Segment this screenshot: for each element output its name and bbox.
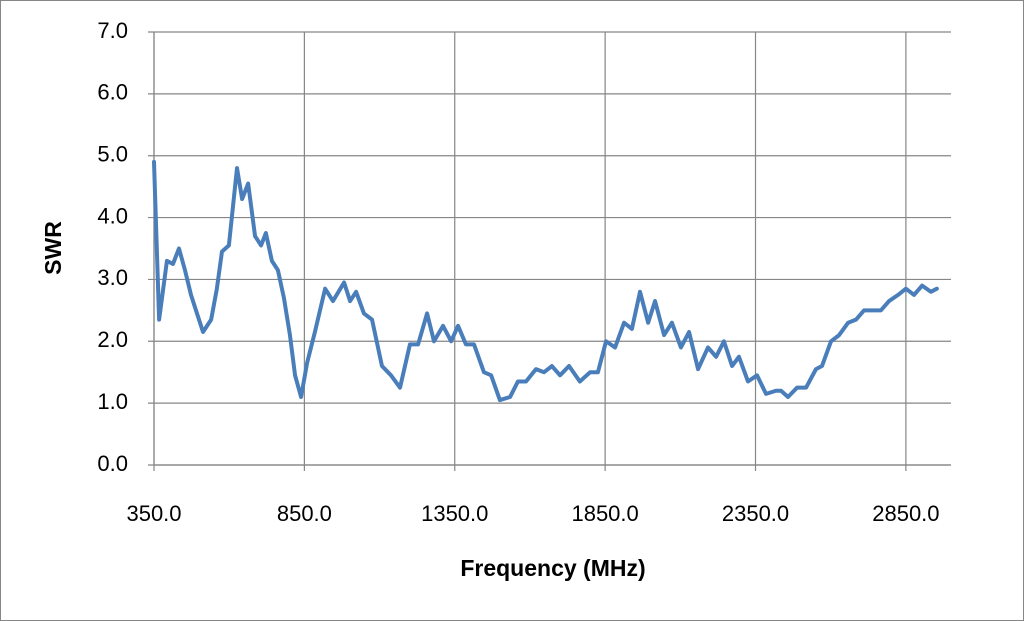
x-tick-label: 1350.0 [421, 501, 488, 526]
y-tick-label: 0.0 [97, 451, 128, 476]
y-tick-label: 6.0 [97, 80, 128, 105]
y-tick-label: 7.0 [97, 18, 128, 43]
data-line [152, 159, 939, 403]
x-tick-label: 850.0 [277, 501, 332, 526]
y-axis-label: SWR [40, 221, 66, 275]
y-tick-label: 3.0 [97, 265, 128, 290]
x-tick-label: 2350.0 [722, 501, 789, 526]
y-tick-label: 1.0 [97, 389, 128, 414]
y-tick-label: 4.0 [97, 203, 128, 228]
x-axis-label: Frequency (MHz) [460, 555, 645, 581]
x-tick-label: 2850.0 [872, 501, 939, 526]
x-tick-label: 1850.0 [571, 501, 638, 526]
y-tick-label: 5.0 [97, 142, 128, 167]
y-tick-label: 2.0 [97, 327, 128, 352]
x-tick-label: 350.0 [126, 501, 181, 526]
